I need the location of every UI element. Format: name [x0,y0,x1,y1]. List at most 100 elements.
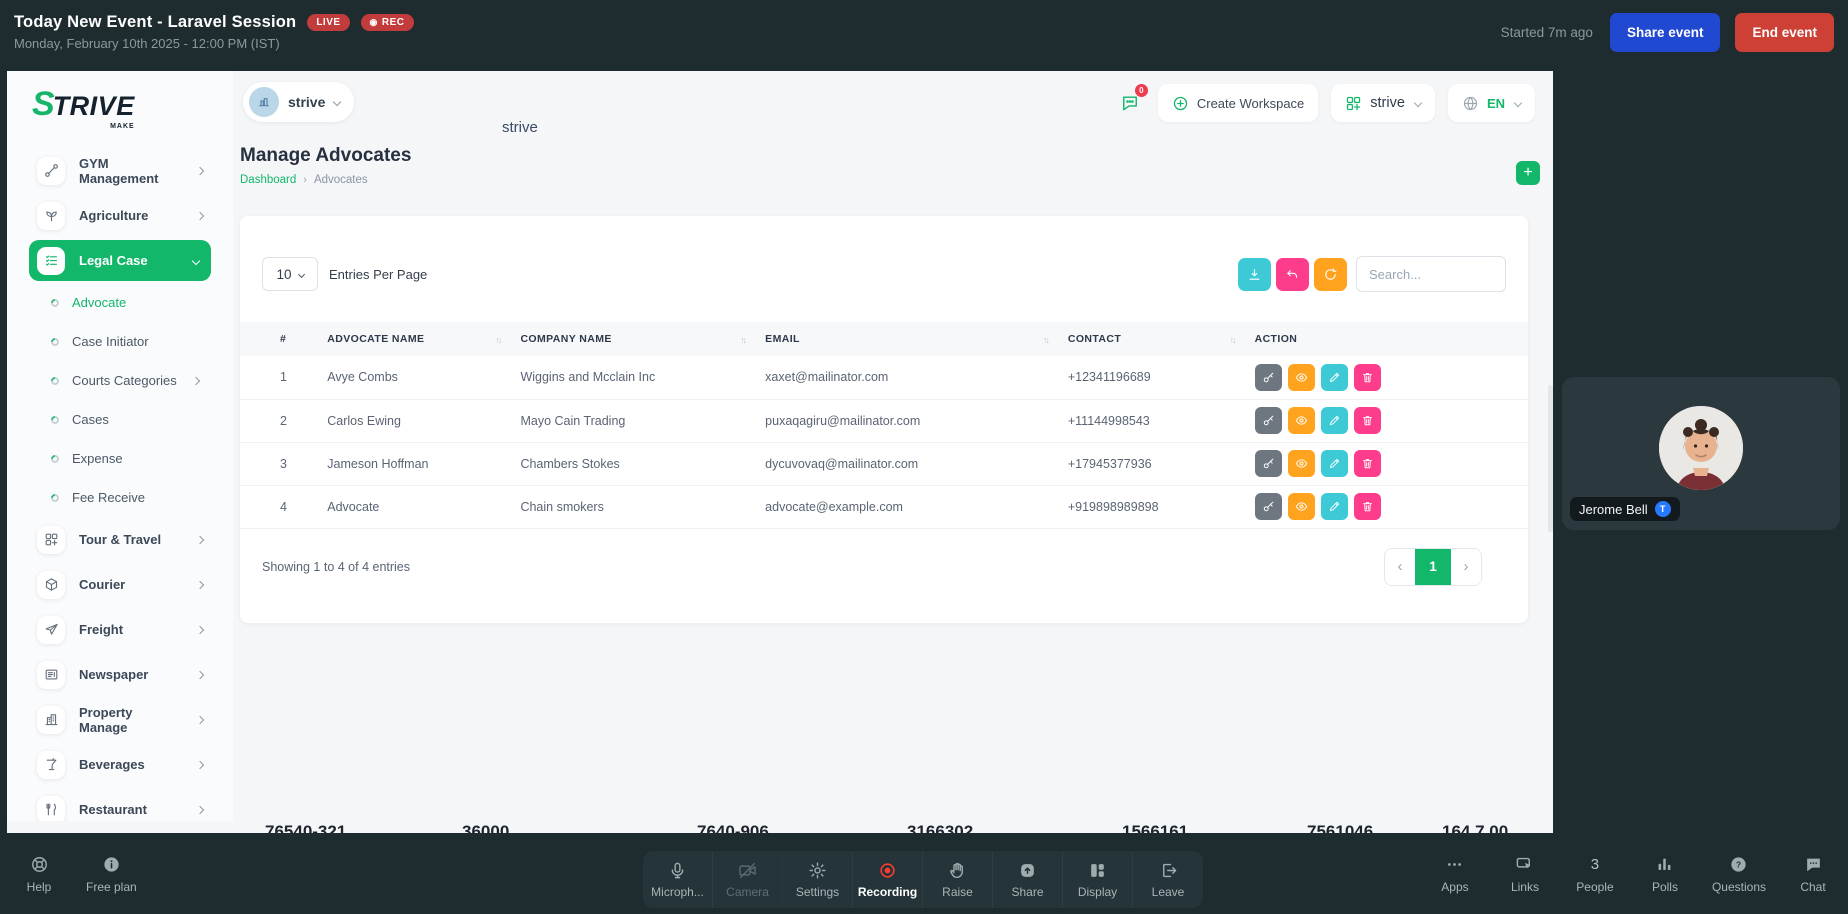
sidebar-item-tour-travel[interactable]: Tour & Travel [7,517,233,562]
sidebar-item-property-manage[interactable]: Property Manage [7,697,233,742]
sidebar-item-case-initiator[interactable]: Case Initiator [7,322,233,361]
toolbar-display-button[interactable]: Display [1063,851,1133,908]
cell-num: 4 [240,485,318,529]
eye-icon [1295,500,1308,513]
edit-button[interactable] [1320,493,1348,520]
toolbar-recording-button[interactable]: Recording [853,851,923,908]
scrollbar[interactable] [1548,385,1553,532]
view-button[interactable] [1287,450,1315,477]
cell-contact: +17945377936 [1057,442,1245,486]
clipped-text-fragment: 36000 [462,822,510,833]
pagination-next[interactable]: › [1451,548,1481,585]
advocates-table: # ADVOCATE NAME ↑↓ COMPANY NAME ↑↓ EMAIL ↑↓ CON… [240,322,1528,529]
participant-tile[interactable]: Jerome Bell T [1562,377,1840,530]
plant-icon [37,201,65,230]
entries-per-page-select[interactable]: 10 [262,257,318,291]
cube-icon [37,570,65,599]
toolbar-questions-button[interactable]: ? Questions [1712,854,1766,894]
toolbar-share-button[interactable]: Share [993,851,1063,908]
search-input[interactable] [1356,256,1506,292]
toolbar-links-button[interactable]: Links [1502,854,1548,894]
chevron-right-icon [195,805,205,814]
trash-icon [1361,371,1374,384]
toolbar-polls-button[interactable]: Polls [1642,854,1688,894]
delete-button[interactable] [1353,450,1381,477]
end-event-button[interactable]: End event [1735,12,1834,52]
delete-button[interactable] [1353,363,1381,391]
export-button[interactable] [1238,257,1271,291]
workspace-pill[interactable]: strive [243,82,355,122]
language-selector[interactable]: EN [1447,84,1535,122]
key-button[interactable] [1254,493,1282,520]
edit-button[interactable] [1320,363,1348,391]
plane-icon [37,615,65,644]
eye-icon [1295,371,1308,384]
cell-num: 1 [240,356,318,400]
delete-button[interactable] [1353,407,1381,434]
chevron-down-icon [1413,98,1423,108]
sidebar-item-newspaper[interactable]: Newspaper [7,652,233,697]
column-header-company-name[interactable]: COMPANY NAME ↑↓ [510,322,756,356]
sidebar-item-cases[interactable]: Cases [7,400,233,439]
chevron-right-icon [191,376,201,385]
sidebar-item-fee-receive[interactable]: Fee Receive [7,478,233,517]
pagination-page-1[interactable]: 1 [1415,548,1451,585]
sidebar-item-gym-management[interactable]: GYM Management [7,148,233,193]
sidebar-item-beverages[interactable]: Beverages [7,742,233,787]
workspace-tooltip: strive [502,119,538,136]
toolbar-free-plan-button[interactable]: Free plan [86,854,137,894]
key-button[interactable] [1254,407,1282,434]
chat-icon [1804,855,1823,874]
cell-advocate-name: Advocate [317,485,511,529]
toolbar-people-button[interactable]: 3 People [1576,855,1614,895]
add-advocate-button[interactable]: + [1516,161,1540,185]
share-event-button[interactable]: Share event [1609,12,1721,52]
lifebuoy-icon [30,855,49,874]
delete-button[interactable] [1353,493,1381,520]
toolbar-leave-button[interactable]: Leave [1133,851,1203,908]
sidebar-item-expense[interactable]: Expense [7,439,233,478]
toolbar-camera-button[interactable]: Camera [713,851,783,908]
pencil-icon [1328,500,1341,513]
view-button[interactable] [1287,363,1315,391]
sidebar-item-courier[interactable]: Courier [7,562,233,607]
sort-icon: ↑↓ [740,335,747,345]
chevron-right-icon [195,760,205,769]
view-button[interactable] [1287,407,1315,434]
sidebar-item-advocate[interactable]: Advocate [7,283,233,322]
create-workspace-button[interactable]: Create Workspace [1157,84,1319,122]
sidebar-item-agriculture[interactable]: Agriculture [7,193,233,238]
column-header-email[interactable]: EMAIL ↑↓ [755,322,1058,356]
toolbar-raise-button[interactable]: Raise [923,851,993,908]
toolbar-settings-button[interactable]: Settings [783,851,853,908]
sidebar-item-courts-categories[interactable]: Courts Categories [7,361,233,400]
view-button[interactable] [1287,493,1315,520]
toolbar-microph-button[interactable]: Microph... [643,851,713,908]
chevron-right-icon [195,211,205,220]
key-button[interactable] [1254,450,1282,477]
sidebar-item-restaurant[interactable]: Restaurant [7,787,233,832]
toolbar-apps-button[interactable]: Apps [1432,854,1478,894]
pagination-prev[interactable]: ‹ [1385,548,1415,585]
sidebar-item-freight[interactable]: Freight [7,607,233,652]
strive-logo[interactable]: S TRIVE MAKE [32,85,135,130]
toolbar-chat-button[interactable]: Chat [1790,854,1836,894]
toolbar-help-button[interactable]: Help [16,854,62,894]
column-header-contact[interactable]: CONTACT ↑↓ [1057,322,1245,356]
workspace-selector[interactable]: strive [1331,84,1435,122]
undo-button[interactable] [1276,257,1309,291]
column-header-advocate-name[interactable]: ADVOCATE NAME ↑↓ [317,322,511,356]
refresh-button[interactable] [1314,257,1347,291]
chat-bubble-button[interactable]: 0 [1115,84,1148,118]
hand-icon [948,861,967,880]
sidebar-nav: GYM Management Agriculture Legal Case Advoc… [7,148,233,832]
bullet-icon [49,335,61,348]
edit-button[interactable] [1320,407,1348,434]
edit-button[interactable] [1320,450,1348,477]
info-icon [102,855,121,874]
sidebar-item-legal-case[interactable]: Legal Case [29,240,211,281]
cell-advocate-name: Avye Combs [317,356,511,400]
breadcrumb-dashboard[interactable]: Dashboard [240,174,297,186]
event-title: Today New Event - Laravel Session [14,13,297,31]
key-button[interactable] [1254,363,1282,391]
